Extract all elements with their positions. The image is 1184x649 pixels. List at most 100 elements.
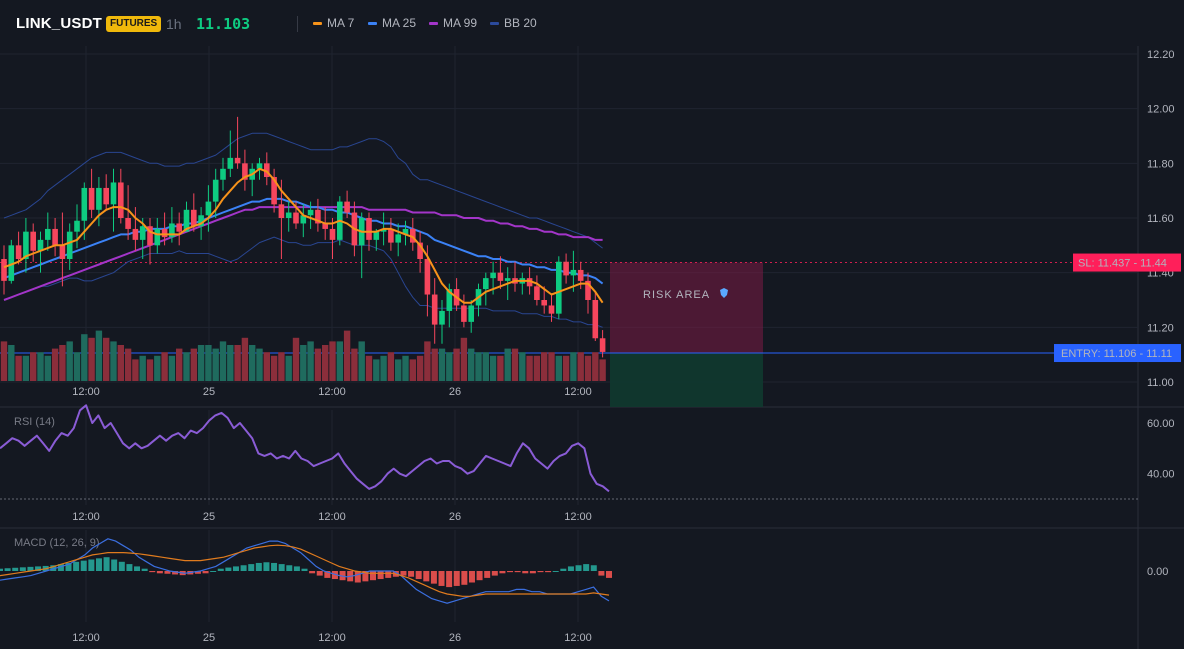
macd-histogram-bar bbox=[172, 571, 179, 575]
macd-title: MACD (12, 26, 9) bbox=[14, 537, 100, 549]
candle-body bbox=[205, 201, 212, 216]
macd-histogram-bar bbox=[0, 568, 3, 571]
candle-body bbox=[497, 272, 504, 281]
macd-histogram-bar bbox=[50, 565, 57, 571]
candle-body bbox=[8, 245, 15, 281]
price-tick-label: 11.80 bbox=[1147, 158, 1174, 170]
time-tick-label: 12:00 bbox=[72, 386, 100, 398]
macd-histogram-bar bbox=[385, 571, 392, 578]
macd-histogram-bar bbox=[354, 571, 361, 583]
volume-bar bbox=[176, 348, 183, 381]
macd-histogram-bar bbox=[423, 571, 430, 582]
macd-histogram-bar bbox=[507, 571, 514, 573]
volume-bar bbox=[132, 359, 139, 381]
candle-body bbox=[410, 228, 416, 243]
volume-bar bbox=[431, 348, 438, 381]
volume-bar bbox=[592, 352, 599, 381]
candle-body bbox=[183, 209, 190, 232]
macd-histogram-bar bbox=[240, 565, 247, 571]
timeframe-label[interactable]: 1h bbox=[166, 16, 182, 32]
volume-bar bbox=[329, 341, 336, 381]
macd-histogram-bar bbox=[232, 566, 239, 571]
macd-histogram-bar bbox=[271, 562, 278, 571]
candle-body bbox=[59, 245, 66, 259]
volume-bar bbox=[570, 352, 577, 381]
candle-body bbox=[103, 187, 109, 205]
candle-body bbox=[366, 218, 372, 240]
candle-body bbox=[88, 187, 95, 210]
volume-bar bbox=[599, 359, 606, 381]
volume-bar bbox=[66, 341, 73, 381]
macd-histogram-bar bbox=[446, 571, 453, 588]
macd-histogram-bar bbox=[545, 571, 552, 573]
legend-ma25[interactable]: MA 25 bbox=[368, 16, 416, 30]
volume-bar bbox=[30, 352, 37, 381]
volume-bar bbox=[409, 359, 416, 381]
candle-body bbox=[271, 177, 277, 205]
symbol-name[interactable]: LINK_USDT bbox=[16, 15, 102, 32]
candle-body bbox=[373, 231, 380, 240]
time-tick-label: 12:00 bbox=[318, 632, 346, 644]
legend-ma99[interactable]: MA 99 bbox=[429, 16, 477, 30]
legend-ma7[interactable]: MA 7 bbox=[313, 16, 354, 30]
candle-body bbox=[468, 305, 474, 322]
candle-body bbox=[161, 228, 168, 238]
macd-histogram-bar bbox=[598, 571, 605, 576]
entry-price-label: ENTRY: 11.106 - 11.11 bbox=[1061, 348, 1172, 360]
candle-body bbox=[344, 201, 350, 213]
volume-bar bbox=[197, 345, 205, 381]
volume-bar bbox=[0, 341, 8, 381]
macd-histogram-bar bbox=[316, 571, 323, 576]
macd-histogram-bar bbox=[567, 566, 574, 571]
candle-body bbox=[570, 269, 577, 276]
volume-bar bbox=[249, 345, 256, 381]
macd-histogram-bar bbox=[453, 571, 460, 586]
macd-histogram-bar bbox=[438, 571, 445, 586]
candle-body bbox=[198, 215, 204, 227]
legend-bb20[interactable]: BB 20 bbox=[490, 16, 537, 30]
volume-bar bbox=[351, 348, 358, 381]
macd-histogram-bar bbox=[88, 559, 95, 571]
candle-body bbox=[548, 305, 555, 314]
candle-body bbox=[110, 182, 117, 205]
volume-bar bbox=[322, 345, 329, 381]
candle-body bbox=[431, 294, 438, 325]
candle-body bbox=[125, 218, 131, 229]
macd-histogram-bar bbox=[118, 561, 125, 571]
volume-bar bbox=[8, 345, 15, 381]
volume-bar bbox=[526, 355, 533, 381]
volume-bar bbox=[533, 355, 541, 381]
candle-body bbox=[424, 259, 431, 295]
macd-histogram-bar bbox=[476, 571, 483, 581]
futures-badge: FUTURES bbox=[106, 16, 162, 32]
volume-bar bbox=[59, 345, 66, 381]
volume-bar bbox=[562, 355, 570, 381]
candle-body bbox=[242, 163, 248, 180]
candle-body bbox=[139, 226, 146, 240]
volume-bar bbox=[387, 352, 395, 381]
time-tick-label: 12:00 bbox=[564, 386, 592, 398]
chart-header: LINK_USDT FUTURES 1h 11.103 MA 7 MA 25 M… bbox=[0, 0, 1184, 46]
rsi-tick-label: 40.00 bbox=[1147, 469, 1175, 481]
volume-bar bbox=[154, 355, 161, 381]
macd-histogram-bar bbox=[248, 564, 255, 571]
volume-bar bbox=[44, 355, 51, 381]
macd-histogram-bar bbox=[95, 558, 102, 571]
macd-histogram-bar bbox=[210, 571, 217, 572]
candle-body bbox=[315, 209, 321, 224]
volume-bar bbox=[219, 341, 227, 381]
macd-histogram-bar bbox=[141, 568, 148, 571]
volume-bar bbox=[263, 352, 270, 381]
volume-bar bbox=[314, 348, 322, 381]
candle-body bbox=[37, 239, 44, 251]
ma25-line bbox=[3, 197, 604, 285]
candle-body bbox=[526, 278, 533, 287]
volume-bar bbox=[161, 352, 168, 381]
volume-bar bbox=[519, 352, 526, 381]
candle-body bbox=[256, 163, 263, 169]
volume-bar bbox=[146, 359, 154, 381]
legend-label-bb20: BB 20 bbox=[504, 16, 537, 30]
candle-body bbox=[132, 228, 139, 240]
volume-bar bbox=[497, 355, 504, 381]
